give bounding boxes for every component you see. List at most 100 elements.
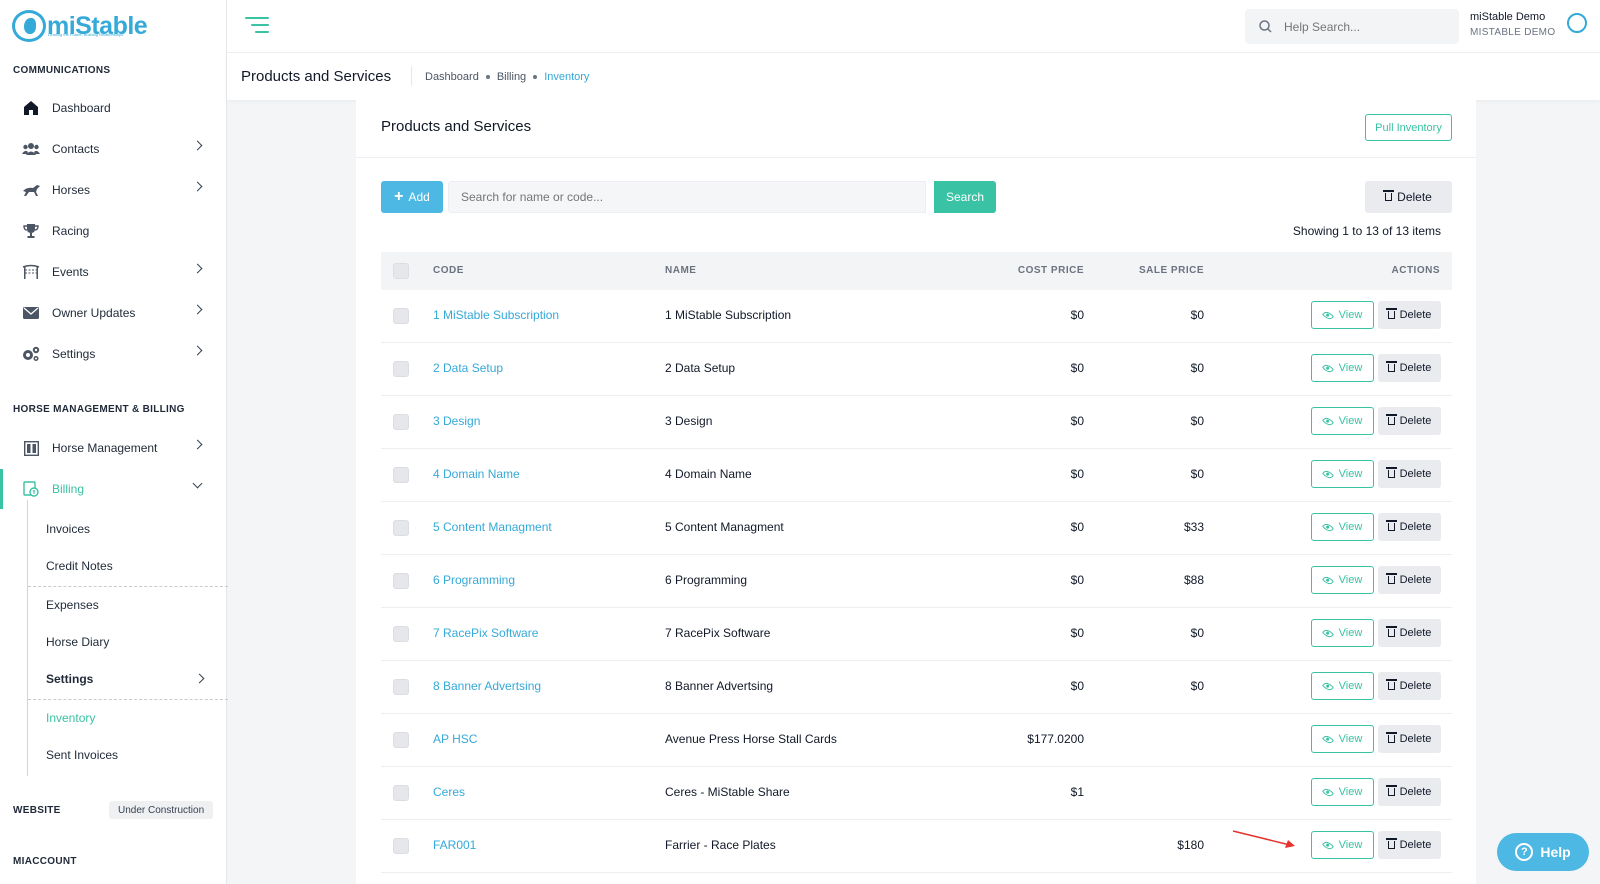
view-button[interactable]: View: [1311, 460, 1374, 488]
view-button[interactable]: View: [1311, 831, 1374, 859]
user-name[interactable]: miStable Demo: [1470, 11, 1546, 23]
product-code-link[interactable]: Ceres: [433, 785, 466, 799]
row-checkbox[interactable]: [393, 361, 409, 377]
delete-button[interactable]: Delete: [1378, 513, 1441, 541]
subnav-item-invoices[interactable]: Invoices: [46, 521, 91, 536]
delete-button[interactable]: Delete: [1378, 725, 1441, 753]
delete-button-label: Delete: [1399, 468, 1432, 480]
delete-button[interactable]: Delete: [1378, 460, 1441, 488]
pull-inventory-button[interactable]: Pull Inventory: [1365, 114, 1452, 141]
help-search[interactable]: [1245, 9, 1459, 44]
view-button[interactable]: View: [1311, 672, 1374, 700]
menu-toggle-icon[interactable]: [245, 17, 269, 35]
delete-button[interactable]: Delete: [1378, 354, 1441, 382]
delete-button[interactable]: Delete: [1378, 619, 1441, 647]
view-button[interactable]: View: [1311, 354, 1374, 382]
sidebar-item-billing[interactable]: Billing: [0, 469, 227, 509]
product-code-link[interactable]: 4 Domain Name: [433, 467, 520, 481]
subnav-divider: [28, 586, 228, 587]
delete-button-label: Delete: [1399, 309, 1432, 321]
under-construction-badge: Under Construction: [109, 801, 214, 819]
select-all-checkbox[interactable]: [393, 263, 409, 279]
annotation-arrow: [1232, 830, 1295, 848]
subnav-item-credit-notes[interactable]: Credit Notes: [46, 558, 113, 573]
column-header-code[interactable]: CODE: [433, 265, 464, 276]
delete-button[interactable]: Delete: [1378, 831, 1441, 859]
sidebar-item-events[interactable]: Events: [0, 252, 227, 292]
product-code-link[interactable]: 6 Programming: [433, 573, 516, 587]
add-button[interactable]: + Add: [381, 181, 443, 213]
subnav-item-sent-invoices[interactable]: Sent Invoices: [46, 747, 119, 762]
row-checkbox[interactable]: [393, 308, 409, 324]
sidebar-item-horse-management[interactable]: Horse Management: [0, 428, 227, 468]
view-button[interactable]: View: [1311, 513, 1374, 541]
bulk-delete-button[interactable]: Delete: [1365, 181, 1452, 213]
view-button[interactable]: View: [1311, 619, 1374, 647]
users-icon: [20, 138, 42, 160]
delete-button-label: Delete: [1399, 415, 1432, 427]
help-button[interactable]: ? Help: [1497, 833, 1589, 871]
sidebar-item-racing[interactable]: Racing: [0, 211, 227, 251]
delete-button[interactable]: Delete: [1378, 778, 1441, 806]
column-header-name[interactable]: NAME: [665, 265, 697, 276]
trash-icon: [1385, 838, 1397, 849]
delete-button[interactable]: Delete: [1378, 407, 1441, 435]
view-button-label: View: [1338, 627, 1363, 639]
product-code-link[interactable]: 8 Banner Advertsing: [433, 679, 542, 693]
column-header-sale-price[interactable]: SALE PRICE: [1138, 265, 1204, 276]
row-checkbox[interactable]: [393, 785, 409, 801]
sidebar-item-owner-updates[interactable]: Owner Updates: [0, 293, 227, 333]
row-checkbox[interactable]: [393, 838, 409, 854]
subnav-item-expenses[interactable]: Expenses: [46, 597, 99, 612]
row-checkbox[interactable]: [393, 414, 409, 430]
eye-icon: [1321, 838, 1334, 852]
chevron-right-icon: [192, 345, 203, 356]
product-code-link[interactable]: AP HSC: [433, 732, 478, 746]
sidebar-item-label: Dashboard: [52, 101, 111, 115]
eye-icon: [1321, 520, 1334, 534]
trash-icon: [1385, 626, 1397, 637]
row-checkbox[interactable]: [393, 626, 409, 642]
product-code-link[interactable]: 1 MiStable Subscription: [433, 308, 560, 322]
sale-price: $33: [1183, 520, 1204, 534]
view-button[interactable]: View: [1311, 778, 1374, 806]
help-search-input[interactable]: [1284, 19, 1444, 34]
search-button[interactable]: Search: [934, 181, 996, 213]
delete-button[interactable]: Delete: [1378, 301, 1441, 329]
product-code-link[interactable]: 3 Design: [433, 414, 481, 428]
row-checkbox[interactable]: [393, 573, 409, 589]
product-search-input[interactable]: [448, 181, 926, 213]
product-code-link[interactable]: 2 Data Setup: [433, 361, 504, 375]
cost-price: $177.0200: [1027, 732, 1084, 746]
subnav-item-inventory[interactable]: Inventory: [46, 710, 96, 725]
delete-button-label: Delete: [1399, 521, 1432, 533]
delete-button[interactable]: Delete: [1378, 672, 1441, 700]
row-checkbox[interactable]: [393, 520, 409, 536]
row-checkbox[interactable]: [393, 732, 409, 748]
brand-logo[interactable]: miStable: [12, 10, 148, 42]
product-code-link[interactable]: FAR001: [433, 838, 477, 852]
table-row: FAR001 Farrier - Race Plates $180 View Delet…: [381, 820, 1452, 873]
delete-button[interactable]: Delete: [1378, 566, 1441, 594]
cost-price: $0: [1070, 573, 1084, 587]
subnav-item-settings[interactable]: Settings: [28, 660, 228, 697]
sidebar-item-horses[interactable]: Horses: [0, 170, 227, 210]
sidebar-item-contacts[interactable]: Contacts: [0, 129, 227, 169]
product-code-link[interactable]: 5 Content Managment: [433, 520, 552, 534]
column-header-cost-price[interactable]: COST PRICE: [1017, 265, 1084, 276]
product-name: 5 Content Managment: [665, 520, 784, 534]
view-button[interactable]: View: [1311, 301, 1374, 329]
view-button[interactable]: View: [1311, 725, 1374, 753]
sidebar-item-settings[interactable]: Settings: [0, 334, 227, 374]
breadcrumb-billing[interactable]: Billing: [496, 71, 527, 83]
view-button[interactable]: View: [1311, 407, 1374, 435]
product-code-link[interactable]: 7 RacePix Software: [433, 626, 539, 640]
row-checkbox[interactable]: [393, 467, 409, 483]
sidebar-item-dashboard[interactable]: Dashboard: [0, 88, 227, 128]
row-checkbox[interactable]: [393, 679, 409, 695]
view-button[interactable]: View: [1311, 566, 1374, 594]
subnav-item-horse-diary[interactable]: Horse Diary: [46, 634, 110, 649]
breadcrumb-dashboard[interactable]: Dashboard: [425, 71, 479, 83]
chevron-right-icon: [192, 304, 203, 315]
avatar[interactable]: [1567, 13, 1587, 33]
